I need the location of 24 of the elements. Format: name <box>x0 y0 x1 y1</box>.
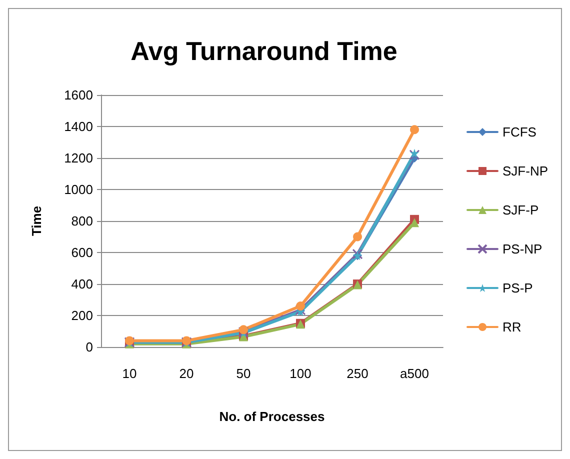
y-tick-label: 0 <box>86 340 93 354</box>
y-tick-label: 200 <box>71 308 93 323</box>
x-tick-label: 100 <box>290 366 312 381</box>
legend-label: SJF-NP <box>502 164 548 178</box>
legend-label: FCFS <box>502 124 537 140</box>
x-tick-label: 250 <box>346 366 368 381</box>
y-tick-label: 1000 <box>64 182 93 197</box>
y-tick-label: 800 <box>71 214 93 228</box>
x-axis-title: No. of Processes <box>219 409 325 424</box>
y-tick-label: 400 <box>71 276 93 292</box>
y-tick-label: 1400 <box>64 119 93 134</box>
legend-label: PS-NP <box>502 242 542 256</box>
y-tick-label: 600 <box>71 245 93 260</box>
chart-title: Avg Turnaround Time <box>130 36 398 66</box>
y-axis-title: Time <box>29 206 44 236</box>
legend-label: RR <box>502 320 522 334</box>
y-tick-label: 1600 <box>64 88 93 102</box>
x-tick-label: a500 <box>400 366 429 381</box>
y-tick-label: 1200 <box>64 150 93 166</box>
x-tick-label: 20 <box>179 366 194 381</box>
x-tick-label: 50 <box>236 366 251 381</box>
legend-label: SJF-P <box>502 202 539 218</box>
x-tick-label: 10 <box>122 366 137 381</box>
legend-label: PS-P <box>502 280 533 296</box>
